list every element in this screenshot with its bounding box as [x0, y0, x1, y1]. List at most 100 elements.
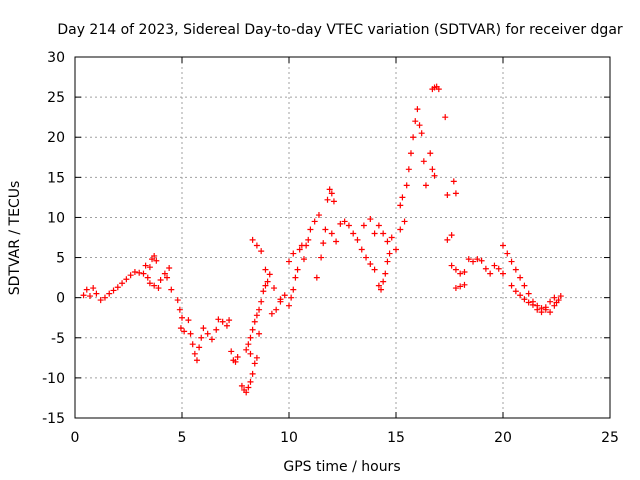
data-point	[119, 280, 126, 287]
data-point	[551, 294, 558, 301]
data-point	[399, 194, 406, 201]
data-point	[153, 257, 160, 264]
data-point	[290, 286, 297, 293]
data-point	[448, 262, 455, 269]
data-point	[461, 268, 468, 275]
data-point	[258, 298, 265, 305]
x-tick-label: 5	[178, 430, 187, 446]
data-point	[243, 389, 250, 396]
data-point	[500, 270, 506, 277]
data-point	[146, 264, 153, 271]
data-point	[294, 266, 301, 273]
data-point	[213, 326, 220, 333]
data-point	[444, 236, 451, 243]
data-point	[345, 222, 352, 229]
data-point	[144, 274, 151, 281]
data-point	[534, 306, 541, 313]
data-point	[547, 309, 554, 316]
data-point	[420, 158, 427, 165]
data-point	[388, 234, 395, 241]
data-point	[189, 341, 196, 348]
data-point	[384, 258, 391, 265]
data-point	[525, 299, 532, 306]
data-point	[457, 283, 464, 290]
data-point	[315, 212, 322, 219]
data-point	[247, 350, 254, 357]
data-point	[470, 258, 477, 265]
data-point	[512, 266, 519, 273]
data-point	[80, 292, 87, 299]
data-point	[328, 190, 335, 197]
data-point	[127, 272, 134, 279]
data-point	[363, 254, 370, 261]
data-point	[249, 370, 256, 377]
tick-labels: 0 5 10 15 20 25 -15 -10 -5 0 5 10 15 20 25 30	[42, 50, 619, 446]
data-point	[155, 285, 162, 292]
data-point	[517, 274, 524, 281]
data-point	[542, 304, 549, 311]
plot-frame	[74, 56, 611, 419]
data-point	[495, 265, 502, 272]
data-point	[268, 310, 275, 317]
data-point	[450, 178, 457, 185]
data-point	[401, 218, 408, 225]
data-point	[311, 218, 318, 225]
data-point	[273, 306, 280, 313]
data-point	[557, 293, 564, 300]
data-point	[262, 282, 269, 289]
data-point	[97, 297, 104, 304]
data-point	[174, 297, 181, 304]
y-tick-label: 5	[56, 251, 65, 267]
data-point	[452, 266, 459, 273]
data-point	[191, 350, 198, 357]
data-point	[271, 285, 278, 292]
data-point	[253, 242, 260, 249]
data-point	[196, 344, 203, 351]
data-point	[305, 236, 312, 243]
data-point	[223, 322, 230, 329]
axis-ticks	[74, 56, 611, 419]
data-point	[300, 256, 307, 263]
data-point	[181, 328, 188, 335]
data-point	[238, 382, 245, 389]
data-point	[114, 284, 121, 291]
data-point	[410, 134, 417, 141]
data-point	[208, 336, 215, 343]
data-point	[234, 354, 241, 361]
data-point	[500, 242, 506, 249]
data-point	[264, 278, 271, 285]
data-point	[512, 288, 519, 295]
y-tick-label: 25	[47, 90, 65, 106]
data-point	[452, 190, 459, 197]
data-point	[405, 166, 412, 173]
data-point	[350, 230, 357, 237]
data-point	[249, 326, 256, 333]
data-point	[429, 166, 436, 173]
x-tick-label: 15	[387, 430, 405, 446]
data-point	[397, 226, 404, 233]
data-point	[397, 202, 404, 209]
data-point	[232, 358, 239, 365]
data-point	[422, 182, 429, 189]
data-point	[277, 296, 284, 303]
data-point	[341, 218, 348, 225]
data-point	[380, 230, 387, 237]
data-point	[382, 270, 389, 277]
data-point	[330, 198, 337, 205]
data-point	[358, 246, 365, 253]
data-point	[427, 150, 434, 157]
data-point	[517, 292, 524, 299]
data-point	[538, 309, 545, 316]
y-tick-label: 20	[47, 130, 65, 146]
data-point	[403, 182, 410, 189]
data-point	[435, 86, 442, 93]
data-point	[412, 118, 419, 125]
data-point	[478, 257, 485, 264]
y-tick-label: -10	[42, 371, 65, 387]
data-point	[251, 360, 258, 367]
data-point	[448, 232, 455, 239]
data-point	[249, 236, 256, 243]
data-point	[245, 341, 252, 348]
data-point	[243, 346, 250, 353]
data-point	[288, 294, 295, 301]
